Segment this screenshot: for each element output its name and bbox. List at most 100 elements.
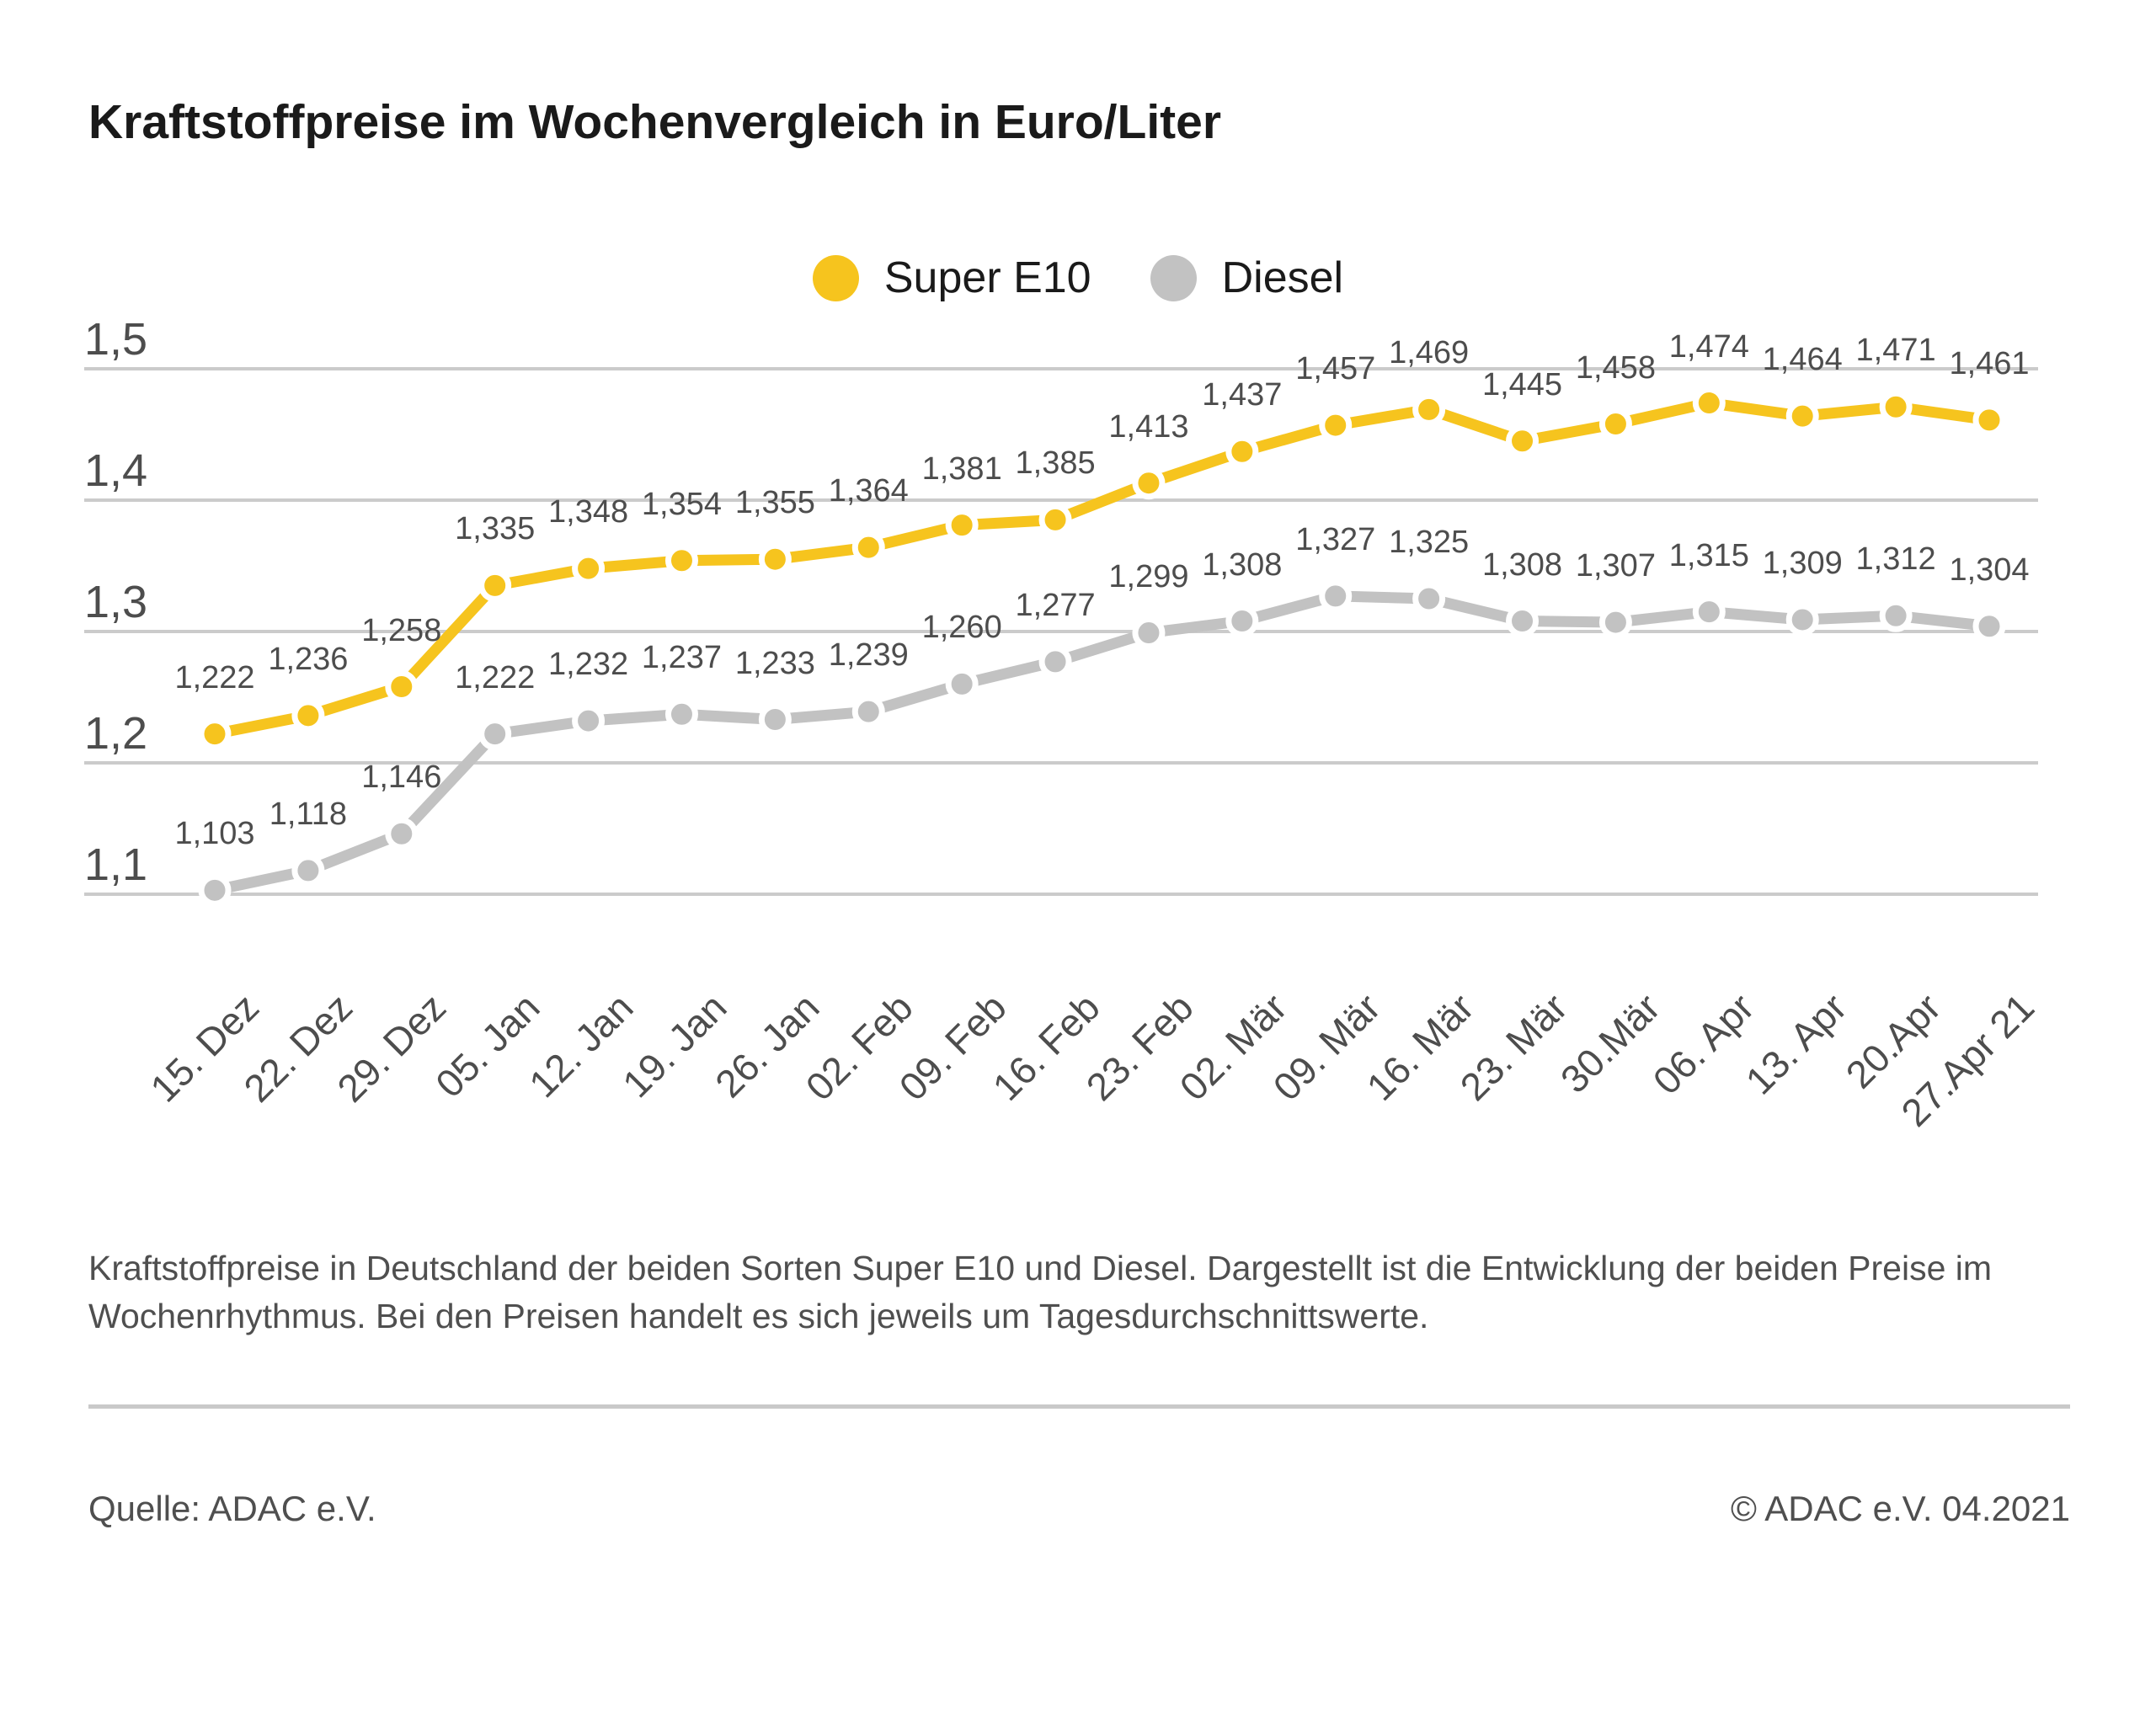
data-point-marker-super-e10 [1879, 390, 1913, 424]
data-point-label-diesel: 1,260 [921, 610, 1002, 646]
legend-dot-diesel-icon [1150, 254, 1197, 301]
data-point-label-super-e10: 1,474 [1668, 328, 1749, 365]
data-point-label-super-e10: 1,469 [1389, 335, 1470, 371]
data-point-label-diesel: 1,233 [734, 645, 815, 681]
chart-description-line-1: Kraftstoffpreise in Deutschland der beid… [88, 1249, 1993, 1287]
data-point-label-diesel: 1,315 [1668, 537, 1749, 573]
data-point-marker-super-e10 [1506, 424, 1540, 458]
legend-item-diesel: Diesel [1150, 253, 1344, 303]
data-point-label-diesel: 1,103 [174, 816, 255, 852]
data-point-marker-super-e10 [1785, 399, 1819, 433]
data-point-label-super-e10: 1,354 [641, 486, 723, 522]
data-point-label-diesel: 1,309 [1762, 545, 1843, 581]
copyright-notice: © ADAC e.V. 04.2021 [1731, 1489, 2070, 1528]
data-point-label-super-e10: 1,364 [828, 473, 909, 509]
legend-label-diesel: Diesel [1221, 253, 1344, 302]
data-point-label-diesel: 1,239 [828, 637, 909, 674]
data-point-label-super-e10: 1,236 [268, 641, 349, 677]
data-point-label-super-e10: 1,348 [548, 494, 629, 530]
data-point-label-diesel: 1,325 [1389, 525, 1470, 560]
data-point-marker-diesel [1692, 595, 1726, 629]
legend: Super E10 Diesel [0, 253, 2156, 303]
data-point-label-super-e10: 1,471 [1855, 333, 1936, 369]
y-axis-label-1-4: 1,4 [84, 445, 148, 496]
chart-description: Kraftstoffpreise in Deutschland der beid… [88, 1244, 1992, 1340]
data-point-marker-super-e10 [572, 552, 606, 585]
data-point-marker-diesel [1506, 605, 1540, 638]
data-point-marker-diesel [1132, 616, 1166, 650]
data-point-label-diesel: 1,327 [1295, 521, 1376, 557]
data-point-label-diesel: 1,222 [455, 659, 536, 695]
data-point-marker-diesel [1319, 579, 1353, 613]
data-point-label-super-e10: 1,381 [921, 450, 1002, 487]
data-point-marker-diesel [1972, 610, 2006, 643]
data-point-marker-super-e10 [851, 530, 885, 564]
data-point-marker-super-e10 [1132, 466, 1166, 500]
data-point-label-super-e10: 1,437 [1202, 377, 1283, 413]
data-point-marker-super-e10 [198, 717, 232, 751]
data-point-marker-super-e10 [1412, 392, 1446, 426]
data-point-label-super-e10: 1,461 [1949, 345, 2030, 381]
data-point-label-super-e10: 1,457 [1295, 351, 1376, 387]
y-axis-label-1-3: 1,3 [84, 577, 148, 627]
y-axis-label-1-1: 1,1 [84, 839, 148, 890]
data-point-marker-diesel [945, 667, 979, 701]
legend-label-super-e10: Super E10 [883, 253, 1091, 302]
data-point-label-diesel: 1,304 [1949, 552, 2030, 588]
data-point-marker-super-e10 [478, 568, 512, 602]
data-point-label-diesel: 1,312 [1855, 541, 1936, 578]
data-point-marker-super-e10 [1692, 386, 1726, 420]
data-point-label-diesel: 1,237 [641, 640, 723, 676]
data-point-label-super-e10: 1,385 [1015, 445, 1096, 482]
data-point-label-diesel: 1,118 [269, 796, 348, 832]
y-axis-label-1-5: 1,5 [84, 314, 148, 365]
data-point-marker-super-e10 [291, 699, 325, 733]
footer-divider [88, 1404, 2070, 1409]
data-point-marker-super-e10 [385, 670, 419, 704]
chart-description-line-2: Wochenrhythmus. Bei den Preisen handelt … [88, 1297, 1429, 1335]
data-point-marker-super-e10 [1038, 503, 1072, 536]
data-point-label-diesel: 1,308 [1202, 546, 1283, 583]
data-point-label-super-e10: 1,258 [361, 612, 442, 648]
data-point-marker-super-e10 [1319, 408, 1353, 442]
series-line-diesel [213, 590, 1990, 896]
data-point-label-diesel: 1,232 [548, 647, 629, 683]
data-point-label-super-e10: 1,445 [1481, 366, 1563, 402]
y-axis-label-1-2: 1,2 [84, 708, 148, 759]
data-point-marker-super-e10 [945, 509, 979, 542]
chart-title: Kraftstoffpreise im Wochenvergleich in E… [88, 95, 1222, 149]
data-point-marker-diesel [851, 695, 885, 728]
data-point-marker-super-e10 [1225, 434, 1259, 468]
data-point-label-diesel: 1,299 [1108, 558, 1189, 594]
data-point-marker-diesel [664, 697, 698, 731]
data-point-marker-super-e10 [758, 542, 792, 576]
data-point-marker-diesel [198, 873, 232, 907]
data-point-label-super-e10: 1,413 [1108, 408, 1189, 445]
footer: Quelle: ADAC e.V. © ADAC e.V. 04.2021 [88, 1489, 2070, 1529]
data-point-marker-diesel [1038, 645, 1072, 679]
data-point-marker-diesel [478, 717, 512, 751]
data-point-label-super-e10: 1,335 [455, 511, 536, 547]
data-point-marker-super-e10 [1598, 408, 1632, 441]
data-point-marker-diesel [1412, 582, 1446, 616]
data-point-label-super-e10: 1,464 [1762, 342, 1843, 378]
legend-dot-super-e10-icon [812, 254, 859, 301]
data-point-label-diesel: 1,307 [1575, 548, 1656, 584]
data-point-marker-diesel [1225, 605, 1259, 638]
data-point-marker-super-e10 [1972, 403, 2006, 437]
data-point-marker-diesel [385, 817, 419, 850]
legend-item-super-e10: Super E10 [812, 253, 1091, 303]
data-point-label-super-e10: 1,222 [174, 659, 255, 695]
data-point-marker-diesel [1879, 599, 1913, 632]
data-point-label-diesel: 1,308 [1481, 546, 1563, 583]
data-point-label-diesel: 1,146 [361, 759, 442, 796]
data-point-marker-diesel [1785, 603, 1819, 637]
data-point-marker-diesel [758, 703, 792, 737]
data-point-marker-diesel [1598, 605, 1632, 639]
data-point-label-diesel: 1,277 [1015, 587, 1096, 623]
data-point-marker-super-e10 [664, 544, 698, 578]
data-point-marker-diesel [572, 704, 606, 738]
source-credit: Quelle: ADAC e.V. [88, 1489, 376, 1528]
